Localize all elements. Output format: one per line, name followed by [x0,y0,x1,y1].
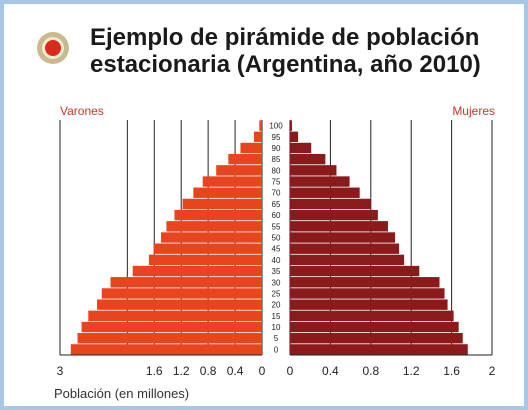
age-tick-label: 95 [272,133,281,142]
female-x-tick-label: 1.2 [403,364,420,378]
age-tick-label: 15 [272,312,281,321]
male-x-tick-label: 3 [57,364,64,378]
age-tick-label: 80 [272,166,281,175]
age-tick-label: 85 [272,155,281,164]
age-tick-label: 30 [272,278,281,287]
males-label: Varones [60,104,104,118]
male-bar [253,131,262,142]
male-bar [81,321,263,333]
male-bar [228,153,262,165]
x-axis-label: Población (en millones) [54,386,190,401]
male-bar [216,165,262,176]
male-bar [193,187,262,198]
age-tick-label: 55 [272,222,281,231]
females-label: Mujeres [452,104,495,118]
bullet-icon [37,32,69,64]
female-bar [290,198,371,210]
male-bar [240,142,262,154]
age-tick-label: 20 [272,301,281,310]
male-bar [182,198,262,210]
female-bar [290,209,378,221]
female-bar [290,277,440,288]
age-tick-label: 50 [272,234,281,243]
female-bar [290,176,350,187]
age-tick-label: 60 [272,211,281,220]
female-x-tick-label: 2 [489,364,496,378]
female-x-tick-label: 0.4 [322,364,339,378]
female-x-tick-label: 0 [287,364,294,378]
female-bar [290,153,326,165]
male-x-tick-label: 0.4 [227,364,244,378]
age-tick-label: 10 [272,323,281,332]
male-x-tick-label: 1.2 [173,364,190,378]
male-bar [166,221,262,232]
male-x-tick-label: 0.8 [200,364,217,378]
female-bar [290,321,459,333]
female-bar [290,142,312,154]
age-tick-label: 75 [272,178,281,187]
age-tick-label: 90 [272,144,281,153]
male-bar [77,333,262,344]
female-bar [290,310,454,322]
age-tick-label: 5 [274,334,279,343]
female-bar [290,288,445,299]
male-bar [132,265,262,277]
age-tick-label: 0 [274,345,279,354]
male-bar [259,120,262,131]
male-bar [161,232,262,243]
male-bar [110,277,262,288]
age-tick-label: 40 [272,256,281,265]
male-bar [70,344,262,355]
male-x-tick-label: 0 [259,364,266,378]
chart-title-line-2: estacionaria (Argentina, año 2010) [90,51,481,78]
female-bar [290,165,337,176]
female-x-tick-label: 0.8 [362,364,379,378]
age-tick-label: 100 [269,122,283,131]
chart-title: Ejemplo de pirámide de población estacio… [90,24,510,78]
female-bar [290,120,293,131]
female-bar [290,333,463,344]
age-tick-label: 45 [272,245,281,254]
female-bar [290,232,396,243]
male-bar [202,176,262,187]
female-bar [290,299,448,310]
female-bar [290,265,420,277]
female-x-tick-label: 1.6 [443,364,460,378]
chart-title-line-1: Ejemplo de pirámide de población [90,24,480,51]
male-bar [97,299,263,310]
female-bar [290,243,400,254]
female-bar [290,344,468,355]
male-bar [153,243,262,254]
female-bar [290,131,299,142]
male-bar [148,254,262,266]
age-tick-label: 65 [272,200,281,209]
female-bar [290,187,360,198]
male-bar [101,288,262,299]
female-bar [290,254,405,266]
age-tick-label: 70 [272,189,281,198]
male-bar [88,310,262,322]
male-bar [174,209,262,221]
age-tick-label: 35 [272,267,281,276]
male-x-tick-label: 1.6 [146,364,163,378]
female-bar [290,221,388,232]
age-tick-label: 25 [272,289,281,298]
